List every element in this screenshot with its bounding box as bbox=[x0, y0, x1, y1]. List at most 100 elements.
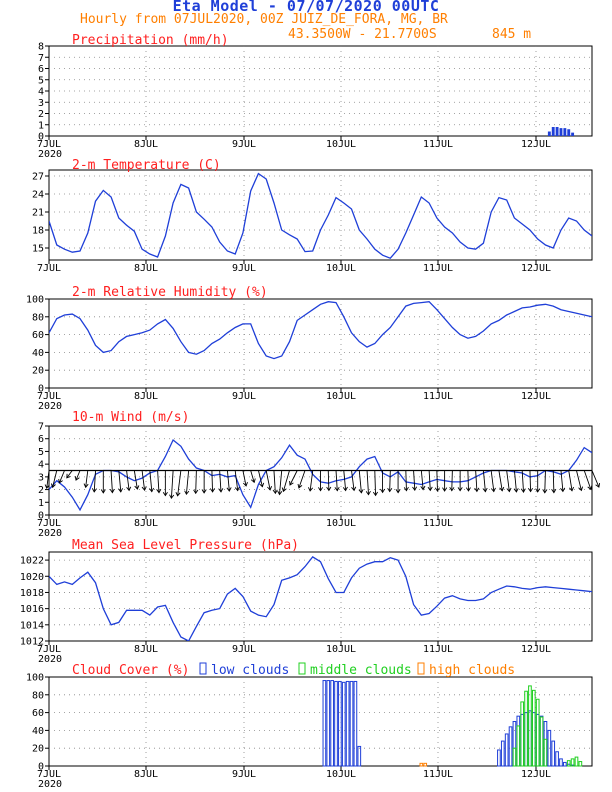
wind-vector bbox=[93, 470, 96, 492]
panel-temp: 15 18 21 24 27 7JUL 8JUL 9JUL 10JUL 11JUL 12JUL 2-m… bbox=[32, 158, 593, 274]
precip-bar bbox=[563, 128, 567, 136]
x-tick-label: 10JUL bbox=[326, 139, 356, 150]
wind-vector bbox=[226, 470, 230, 492]
wind-vector bbox=[58, 470, 65, 484]
x-tick-label: 7JUL bbox=[37, 769, 61, 780]
cloud-bar-low bbox=[508, 726, 513, 767]
panel-title: Cloud Cover (%) bbox=[72, 663, 189, 678]
wind-vector-head bbox=[527, 487, 533, 493]
wind-vector-head bbox=[50, 483, 56, 489]
legend-label-low: low clouds bbox=[211, 663, 289, 678]
wind-vector-head bbox=[58, 478, 63, 484]
wind-vector bbox=[185, 470, 190, 495]
wind-vector bbox=[110, 470, 113, 493]
wind-vector-head bbox=[474, 487, 480, 493]
y-tick-label: 7 bbox=[38, 53, 44, 64]
x-tick-label: 8JUL bbox=[134, 518, 158, 529]
wind-vector bbox=[351, 470, 355, 491]
x-tick-label: 8JUL bbox=[134, 769, 158, 780]
cloud-bar-low bbox=[555, 751, 559, 767]
x-tick-label: 9JUL bbox=[232, 769, 256, 780]
wind-vector bbox=[195, 470, 197, 494]
wind-vector bbox=[273, 470, 276, 494]
wind-vector bbox=[282, 470, 290, 492]
cloud-bar-low bbox=[357, 745, 362, 767]
wind-vector bbox=[560, 470, 564, 492]
cloud-bar-low bbox=[504, 733, 509, 767]
wind-vector-head bbox=[326, 486, 332, 492]
wind-vector bbox=[413, 470, 416, 491]
wind-vector bbox=[242, 470, 247, 487]
y-tick-label: 80 bbox=[32, 690, 44, 701]
y-tick-label: 0 bbox=[38, 384, 44, 395]
wind-vector-head bbox=[442, 487, 448, 492]
legend-swatch-middle bbox=[298, 662, 306, 675]
wind-vector-head bbox=[83, 483, 89, 489]
year-label: 2020 bbox=[38, 149, 62, 160]
y-tick-label: 7 bbox=[38, 422, 44, 433]
wind-vector-head bbox=[535, 488, 541, 493]
x-tick-label: 11JUL bbox=[423, 139, 453, 150]
precip-bar bbox=[559, 128, 563, 136]
wind-vector-head bbox=[307, 487, 314, 492]
wind-vector bbox=[149, 470, 153, 492]
wind-vector bbox=[583, 470, 592, 490]
x-tick-label: 10JUL bbox=[326, 769, 356, 780]
x-tick-label: 12JUL bbox=[521, 391, 551, 402]
chart-title: Eta Model - 07/07/2020 00UTC bbox=[172, 0, 440, 15]
wind-vector-head bbox=[372, 491, 378, 497]
panel-title: Mean Sea Level Pressure (hPa) bbox=[72, 538, 299, 553]
wind-vector-head bbox=[465, 487, 471, 492]
cloud-bar-middle bbox=[524, 690, 528, 767]
cloud-bar-middle bbox=[566, 760, 571, 767]
precip-bar bbox=[555, 127, 559, 136]
wind-vector bbox=[343, 470, 347, 491]
wind-vector bbox=[451, 470, 453, 491]
y-tick-label: 0 bbox=[38, 762, 44, 773]
x-tick-label: 12JUL bbox=[521, 518, 551, 529]
wind-vector bbox=[490, 470, 495, 492]
wind-vector-head bbox=[162, 491, 168, 497]
x-tick-label: 10JUL bbox=[326, 391, 356, 402]
y-tick-label: 40 bbox=[32, 726, 44, 737]
year-label: 2020 bbox=[38, 528, 62, 539]
panel-frame bbox=[48, 298, 593, 389]
wind-vector-head bbox=[490, 487, 496, 493]
wind-vector bbox=[544, 470, 546, 493]
x-tick-label: 8JUL bbox=[134, 644, 158, 655]
wind-vector-head bbox=[91, 488, 97, 493]
wind-vector bbox=[428, 470, 431, 491]
x-tick-label: 10JUL bbox=[326, 518, 356, 529]
panel-wind: 0 1 2 34 5 67 7JUL 8JUL 9JUL 10JUL 11JUL 12JUL 2020 1… bbox=[37, 410, 601, 539]
wind-vector bbox=[498, 470, 503, 491]
y-tick-label: 5 bbox=[38, 447, 44, 458]
wind-vector-head bbox=[595, 483, 601, 488]
panel-cloud: 0 20 40 60 80 100 7JUL 8JUL 9JUL 10JUL 11JUL 12JUL 2… bbox=[26, 662, 593, 790]
y-tick-label: 0 bbox=[38, 511, 44, 522]
cloud-bar-low bbox=[559, 758, 563, 767]
wind-vector-head bbox=[387, 487, 393, 493]
wind-vector-head bbox=[520, 488, 526, 493]
wind-vector-head bbox=[297, 483, 303, 489]
legend-label-middle: middle clouds bbox=[310, 663, 412, 678]
wind-vector bbox=[46, 470, 50, 489]
panel-frame bbox=[48, 676, 593, 767]
wind-vector-head bbox=[403, 486, 409, 492]
panel-frame bbox=[48, 169, 593, 261]
panel-title: 2-m Temperature (C) bbox=[72, 158, 221, 173]
x-tick-label: 7JUL bbox=[37, 263, 61, 274]
wind-vector-head bbox=[513, 488, 519, 493]
y-tick-label: 1016 bbox=[20, 604, 44, 615]
x-tick-label: 9JUL bbox=[232, 391, 256, 402]
panel-title: Precipitation (mm/h) bbox=[72, 33, 229, 48]
legend-label-high: high clouds bbox=[429, 663, 515, 678]
cloud-bar-low bbox=[349, 680, 354, 767]
x-tick-label: 7JUL bbox=[37, 391, 61, 402]
y-tick-label: 24 bbox=[32, 190, 44, 201]
cloud-bar-low bbox=[563, 761, 567, 767]
wind-vector bbox=[374, 470, 377, 496]
y-tick-label: 6 bbox=[38, 434, 44, 445]
y-tick-label: 1014 bbox=[20, 620, 44, 631]
